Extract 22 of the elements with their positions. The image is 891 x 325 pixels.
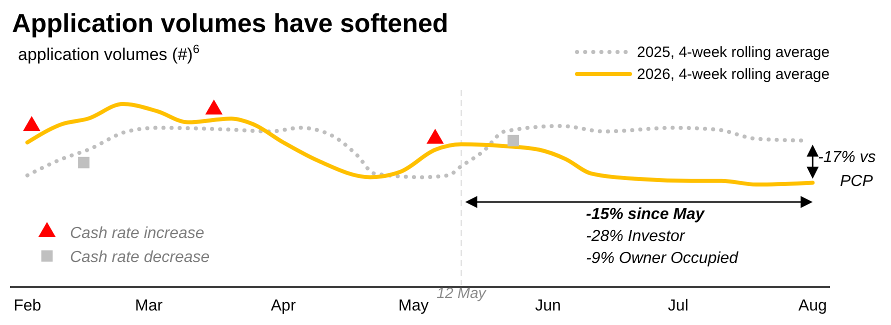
annotation: -17% vs PCP xyxy=(818,149,876,190)
x-tick-label: Apr xyxy=(270,297,296,314)
x-tick-label: Aug xyxy=(798,297,827,314)
point xyxy=(23,116,40,131)
x-tick-label: Feb xyxy=(14,297,42,314)
chart-title: Application volumes have softened xyxy=(12,8,448,38)
annotation: -9% Owner Occupied xyxy=(586,250,740,267)
legend-label: 2026, 4-week rolling average xyxy=(637,66,830,83)
x-tick-label: Mar xyxy=(135,297,164,314)
x-tick-label: Jul xyxy=(668,297,688,314)
point xyxy=(78,156,90,168)
point xyxy=(426,128,444,144)
point xyxy=(508,134,519,146)
legend-label: Cash rate decrease xyxy=(70,249,210,266)
x-tick-label: May xyxy=(398,297,429,314)
legend-label: Cash rate increase xyxy=(70,225,204,242)
annotation: -15% since May xyxy=(586,206,706,223)
ref-line-label: 12 May xyxy=(436,285,488,302)
legend-label: 2025, 4-week rolling average xyxy=(637,44,830,61)
chart-subtitle: application volumes (#)$^{6}$ xyxy=(18,42,200,64)
annotation: -28% Investor xyxy=(586,228,686,245)
x-tick-label: Jun xyxy=(535,297,561,314)
